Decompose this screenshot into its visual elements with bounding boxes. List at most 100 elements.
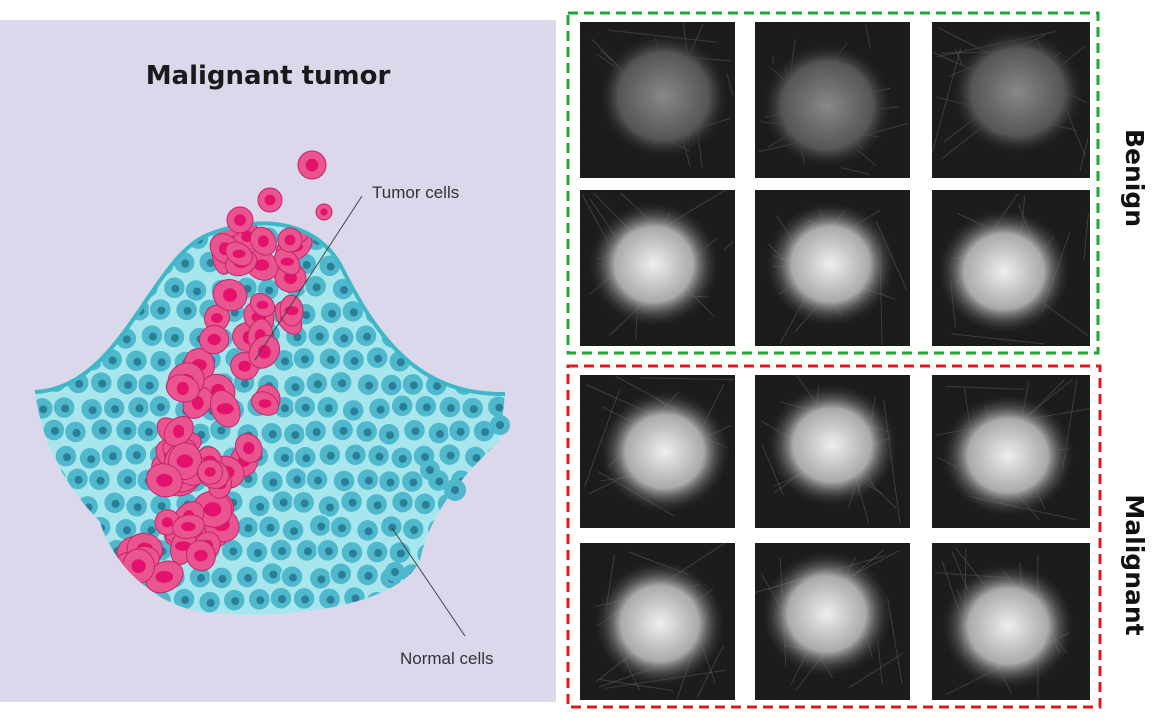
nucleus	[481, 428, 490, 437]
nucleus	[72, 428, 81, 437]
mass	[762, 43, 893, 169]
nucleus	[256, 502, 265, 511]
nucleus	[133, 503, 142, 512]
nucleus	[183, 306, 192, 315]
nucleus	[87, 455, 96, 464]
mass	[937, 209, 1071, 334]
nucleus	[96, 476, 105, 485]
nucleus	[280, 404, 289, 413]
nucleus	[451, 486, 459, 494]
nucleus	[39, 405, 48, 414]
leader-line	[254, 195, 363, 361]
nucleus	[302, 311, 311, 320]
tumor-nucleus	[257, 235, 269, 248]
nucleus	[495, 403, 504, 412]
nucleus	[266, 523, 275, 532]
tumor-nucleus	[181, 521, 196, 532]
nucleus	[157, 306, 166, 315]
nucleus	[231, 597, 240, 606]
nucleus	[386, 478, 395, 487]
nucleus	[108, 452, 117, 461]
nucleus	[348, 498, 357, 507]
nucleus	[256, 596, 265, 605]
nucleus	[171, 284, 180, 293]
tissue-texture	[865, 24, 871, 50]
tumor-nucleus	[203, 502, 222, 517]
nucleus	[351, 594, 360, 603]
nucleus	[375, 452, 384, 461]
nucleus	[108, 356, 117, 365]
nucleus	[300, 355, 309, 364]
tissue-texture	[931, 48, 962, 153]
nucleus	[301, 403, 310, 412]
nucleus	[156, 403, 165, 412]
nucleus	[206, 599, 215, 608]
nucleus	[291, 431, 300, 440]
nucleus	[144, 428, 153, 437]
nucleus	[61, 404, 70, 413]
nucleus	[293, 333, 302, 342]
nucleus	[300, 499, 309, 508]
tissue-texture	[772, 56, 774, 65]
tumor-nucleus	[191, 396, 204, 410]
benign-label: Benign	[1120, 129, 1149, 227]
tissue-outline	[34, 221, 506, 397]
nucleus	[363, 332, 372, 341]
nucleus	[399, 499, 408, 508]
nucleus	[317, 522, 326, 531]
nucleus	[363, 428, 372, 437]
nucleus	[280, 453, 289, 462]
escaped-cells	[226, 150, 510, 582]
mass	[588, 202, 719, 327]
nucleus	[122, 335, 131, 344]
nucleus	[326, 262, 335, 271]
nucleus	[324, 547, 333, 556]
nucleus	[244, 524, 253, 533]
nucleus	[181, 259, 190, 268]
nucleus	[98, 426, 107, 435]
nucleus	[217, 426, 226, 435]
tumor-nucleus	[194, 549, 208, 562]
nucleus	[340, 285, 349, 294]
nucleus	[325, 503, 334, 512]
benign-box	[566, 11, 1100, 355]
tumor-nucleus	[161, 517, 173, 528]
nucleus	[399, 402, 408, 411]
nucleus	[98, 379, 107, 388]
nucleus	[265, 286, 274, 295]
tumor-nucleus	[257, 344, 271, 359]
malignant-label: Malignant	[1120, 494, 1149, 635]
nucleus	[364, 527, 373, 536]
normal-label: Normal cells	[400, 649, 494, 668]
nucleus	[244, 574, 253, 583]
nucleus	[268, 430, 277, 439]
mass	[598, 33, 729, 159]
nucleus	[337, 570, 346, 579]
nucleus	[373, 501, 382, 510]
nucleus	[229, 547, 238, 556]
nucleus	[288, 573, 297, 582]
tissue-texture	[946, 385, 1025, 390]
nucleus	[364, 476, 373, 485]
mass	[951, 29, 1084, 155]
nucleus	[469, 405, 478, 414]
nucleus	[314, 476, 323, 485]
nucleus	[328, 309, 337, 318]
tumor-nucleus	[155, 571, 174, 583]
nucleus	[218, 574, 227, 583]
image-grid	[580, 22, 1090, 700]
nucleus	[409, 381, 418, 390]
tumor-nucleus	[253, 259, 270, 271]
nucleus	[352, 451, 361, 460]
nucleus	[374, 354, 383, 363]
leader-line	[391, 527, 466, 637]
nucleus	[280, 357, 289, 366]
nucleus	[339, 426, 348, 435]
nucleus	[326, 355, 335, 364]
tissue-texture	[639, 377, 735, 381]
nucleus	[341, 477, 350, 486]
tumor-label: Tumor cells	[372, 183, 459, 202]
nucleus	[340, 334, 349, 343]
tumor-nucleus	[280, 257, 294, 266]
